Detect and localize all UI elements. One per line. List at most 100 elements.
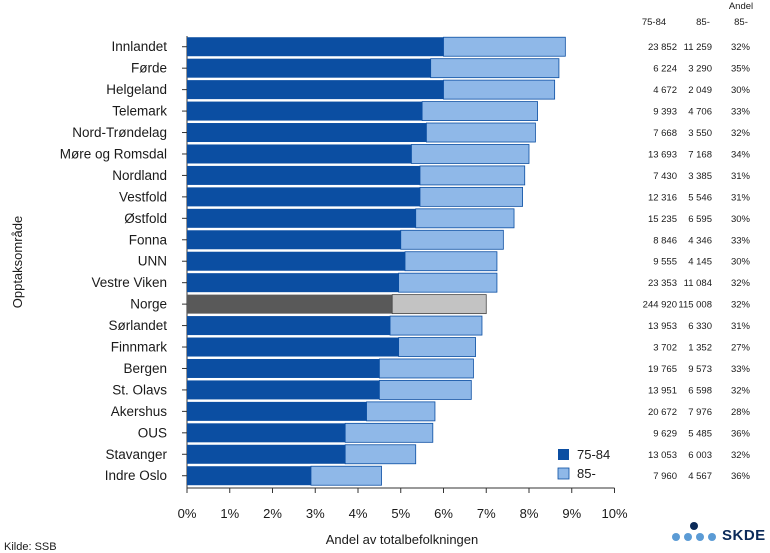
bar-85 bbox=[419, 165, 526, 186]
table-cell-85: 6 330 bbox=[688, 321, 712, 332]
table-cell-85: 3 550 bbox=[688, 128, 712, 139]
logo-dot-icon bbox=[690, 522, 698, 530]
table-cell-85: 115 008 bbox=[678, 300, 712, 311]
table-cell-75-84: 23 353 bbox=[648, 278, 677, 289]
table-cell-share: 32% bbox=[731, 300, 751, 311]
table-cell-share: 36% bbox=[731, 428, 751, 439]
table-cell-85: 3 290 bbox=[688, 64, 712, 75]
value-table: 23 852 11 259 32% 6 224 3 290 35% 4 672 2 049 30… bbox=[642, 1, 753, 482]
x-tick-label: 1% bbox=[220, 506, 239, 521]
bar-85 bbox=[443, 36, 566, 57]
legend-label-75-84: 75-84 bbox=[577, 447, 610, 462]
table-cell-85: 4 145 bbox=[688, 257, 712, 268]
category-label: Fonna bbox=[129, 232, 168, 247]
bar-75-84 bbox=[187, 123, 427, 143]
category-label: Telemark bbox=[112, 104, 167, 119]
x-tick-label: 3% bbox=[306, 506, 325, 521]
table-cell-75-84: 4 672 bbox=[653, 85, 677, 96]
bars bbox=[187, 36, 566, 486]
table-cell-85: 9 573 bbox=[688, 364, 712, 375]
table-cell-share: 32% bbox=[731, 385, 751, 396]
x-tick-label: 5% bbox=[391, 506, 410, 521]
bar-85 bbox=[400, 229, 504, 250]
table-cell-85: 5 546 bbox=[688, 192, 712, 203]
category-label: Nord-Trøndelag bbox=[72, 125, 167, 140]
legend-label-85: 85- bbox=[577, 466, 596, 481]
table-cell-share: 32% bbox=[731, 450, 751, 461]
x-tick-label: 0% bbox=[178, 506, 197, 521]
x-tick-label: 6% bbox=[434, 506, 453, 521]
table-cell-share: 30% bbox=[731, 214, 751, 225]
category-label: Stavanger bbox=[105, 447, 167, 462]
category-label: Akershus bbox=[111, 404, 168, 419]
table-cell-85: 2 049 bbox=[688, 85, 712, 96]
bar-75-84 bbox=[187, 358, 380, 378]
bar-75-84 bbox=[187, 208, 416, 228]
table-cell-85: 6 595 bbox=[688, 214, 712, 225]
table-cell-75-84: 3 702 bbox=[653, 343, 677, 354]
table-cell-75-84: 7 668 bbox=[653, 128, 677, 139]
bar-75-84 bbox=[187, 80, 444, 100]
x-tick-label: 10% bbox=[601, 506, 627, 521]
bar-85 bbox=[398, 337, 476, 357]
table-cell-75-84: 7 960 bbox=[653, 471, 677, 482]
table-cell-share: 30% bbox=[731, 85, 751, 96]
table-cell-75-84: 9 555 bbox=[653, 257, 677, 268]
table-cell-75-84: 13 053 bbox=[648, 450, 677, 461]
source-note: Kilde: SSB bbox=[4, 541, 57, 553]
bar-75-84 bbox=[187, 466, 311, 486]
bar-85 bbox=[443, 79, 556, 100]
table-header-85: 85- bbox=[696, 17, 710, 28]
table-cell-75-84: 9 393 bbox=[653, 107, 677, 118]
bar-85 bbox=[378, 358, 474, 379]
bar-75-84 bbox=[187, 337, 399, 357]
table-cell-share: 33% bbox=[731, 107, 751, 118]
x-tick-label: 7% bbox=[477, 506, 496, 521]
table-header-75-84: 75-84 bbox=[642, 17, 666, 28]
legend-swatch-85 bbox=[557, 467, 570, 480]
table-cell-75-84: 19 765 bbox=[648, 364, 677, 375]
logo-dot-icon bbox=[672, 533, 680, 541]
logo-dot-icon bbox=[696, 533, 704, 541]
table-cell-85: 4 346 bbox=[688, 235, 712, 246]
bar-75-84 bbox=[187, 144, 412, 164]
table-cell-85: 4 567 bbox=[688, 471, 712, 482]
table-cell-75-84: 20 672 bbox=[648, 407, 677, 418]
bar-85 bbox=[411, 144, 530, 164]
logo-text: SKDE bbox=[722, 527, 766, 544]
bar-75-84 bbox=[187, 187, 420, 207]
table-cell-85: 3 385 bbox=[688, 171, 712, 182]
table-cell-85: 7 976 bbox=[688, 407, 712, 418]
category-label: Bergen bbox=[123, 361, 167, 376]
bar-75-84 bbox=[187, 37, 444, 57]
category-label: Nordland bbox=[112, 168, 167, 183]
category-label: Helgeland bbox=[106, 82, 167, 97]
category-label: Møre og Romsdal bbox=[60, 146, 167, 161]
category-label: Innlandet bbox=[111, 39, 167, 54]
table-cell-share: 33% bbox=[731, 235, 751, 246]
bar-75-84 bbox=[187, 401, 367, 421]
table-cell-75-84: 9 629 bbox=[653, 428, 677, 439]
table-cell-share: 32% bbox=[731, 278, 751, 289]
category-label: Førde bbox=[131, 61, 167, 76]
bar-75-84 bbox=[187, 316, 391, 336]
bar-85 bbox=[398, 272, 498, 293]
bar-75-84 bbox=[187, 230, 401, 250]
table-header-share: Andel bbox=[729, 1, 753, 12]
x-tick-label: 9% bbox=[562, 506, 581, 521]
category-label: Finnmark bbox=[111, 340, 168, 355]
table-cell-75-84: 15 235 bbox=[648, 214, 677, 225]
table-cell-share: 31% bbox=[731, 171, 751, 182]
table-cell-75-84: 23 852 bbox=[648, 42, 677, 53]
logo-dot-icon bbox=[684, 533, 692, 541]
table-cell-share: 27% bbox=[731, 343, 751, 354]
bar-75-84 bbox=[187, 58, 431, 78]
table-cell-75-84: 13 693 bbox=[648, 149, 677, 160]
x-tick-labels: 0% 1% 2% 3% 4% 5% 6% 7% 8% 9% 10% bbox=[178, 506, 628, 521]
category-label: Vestre Viken bbox=[91, 275, 167, 290]
x-tick-label: 2% bbox=[263, 506, 282, 521]
table-cell-share: 31% bbox=[731, 192, 751, 203]
table-cell-75-84: 13 951 bbox=[648, 385, 677, 396]
table-cell-share: 34% bbox=[731, 149, 751, 160]
